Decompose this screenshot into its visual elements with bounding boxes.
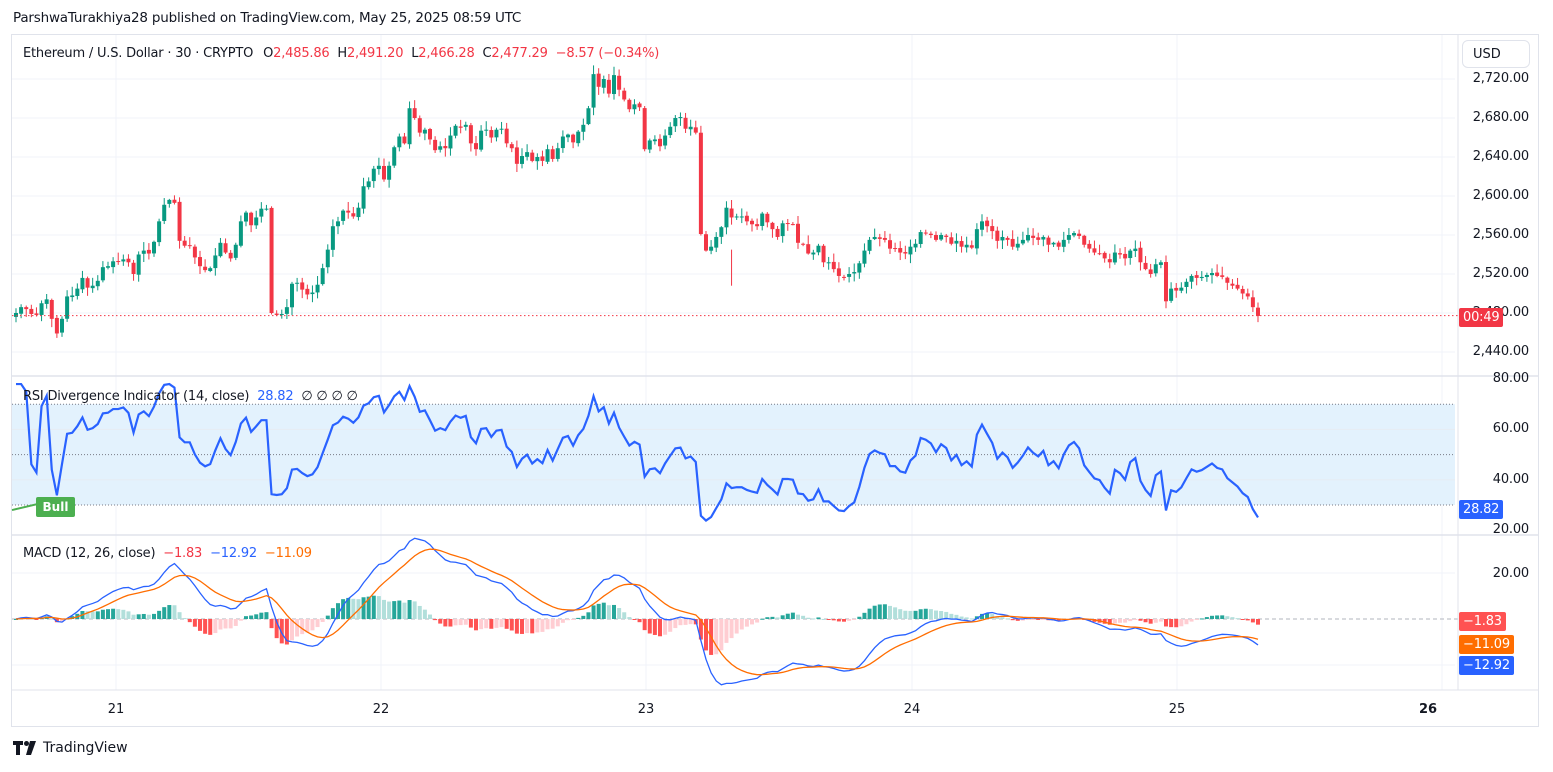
macd-line-tag: −12.92 bbox=[1459, 656, 1514, 675]
symbol-legend[interactable]: Ethereum / U.S. Dollar · 30 · CRYPTO O2,… bbox=[23, 46, 660, 61]
currency-button[interactable]: USD bbox=[1462, 40, 1530, 68]
close-value: 2,477.29 bbox=[491, 46, 548, 61]
time-label-25: 25 bbox=[1168, 702, 1186, 717]
price-tick: 2,640.00 bbox=[1472, 149, 1529, 164]
low-value: 2,466.28 bbox=[418, 46, 475, 61]
time-label-22: 22 bbox=[372, 702, 390, 717]
macd-signal-tag: −11.09 bbox=[1459, 635, 1514, 654]
macd-title: MACD (12, 26, close) bbox=[23, 546, 156, 561]
symbol-name: Ethereum / U.S. Dollar · 30 · CRYPTO bbox=[23, 46, 254, 61]
rsi-value: 28.82 bbox=[257, 389, 294, 404]
countdown-tag: 00:49 bbox=[1459, 308, 1504, 327]
high-value: 2,491.20 bbox=[346, 46, 404, 61]
macd-histogram-value: −1.83 bbox=[163, 546, 203, 561]
price-tick: 2,560.00 bbox=[1472, 227, 1529, 242]
grid-lines bbox=[12, 35, 1455, 690]
price-tick: 2,440.00 bbox=[1472, 344, 1529, 359]
time-label-23: 23 bbox=[637, 702, 655, 717]
rsi-title: RSI Divergence Indicator (14, close) bbox=[23, 389, 250, 404]
chart-frame bbox=[11, 34, 1539, 727]
publish-info: ParshwaTurakhiya28 published on TradingV… bbox=[13, 10, 522, 26]
rsi-placeholders: ∅ ∅ ∅ ∅ bbox=[301, 389, 358, 404]
pane-separators bbox=[12, 35, 1538, 691]
price-tick: 2,520.00 bbox=[1472, 266, 1529, 281]
change-value: −8.57 (−0.34%) bbox=[555, 46, 660, 61]
rsi-tick: 20.00 bbox=[1492, 522, 1529, 538]
bull-divergence-label: Bull bbox=[36, 497, 75, 517]
rsi-legend[interactable]: RSI Divergence Indicator (14, close) 28.… bbox=[23, 389, 358, 404]
macd-legend[interactable]: MACD (12, 26, close) −1.83 −12.92 −11.09 bbox=[23, 546, 312, 561]
candlesticks bbox=[12, 65, 1458, 338]
open-value: 2,485.86 bbox=[273, 46, 330, 61]
price-tick: 2,680.00 bbox=[1472, 110, 1529, 125]
rsi-tick: 60.00 bbox=[1492, 421, 1529, 437]
macd-pane bbox=[12, 537, 1458, 686]
tradingview-logo[interactable]: TradingView bbox=[13, 740, 128, 756]
rsi-band bbox=[12, 403, 1455, 506]
tradingview-logo-icon bbox=[13, 741, 36, 755]
time-label-24: 24 bbox=[903, 702, 921, 717]
time-label-26: 26 bbox=[1418, 702, 1438, 717]
macd-signal-value: −11.09 bbox=[264, 546, 312, 561]
rsi-tick: 80.00 bbox=[1492, 371, 1529, 386]
rsi-value-tag: 28.82 bbox=[1459, 500, 1504, 519]
macd-histogram-tag: −1.83 bbox=[1459, 612, 1506, 631]
macd-line-value: −12.92 bbox=[210, 546, 257, 561]
time-label-21: 21 bbox=[107, 702, 125, 717]
price-tick: 2,600.00 bbox=[1472, 188, 1529, 203]
price-tick: 2,720.00 bbox=[1472, 71, 1529, 86]
brand-name: TradingView bbox=[43, 740, 128, 756]
rsi-tick: 40.00 bbox=[1492, 471, 1529, 487]
macd-axis-tick: 20.00 bbox=[1492, 566, 1529, 581]
